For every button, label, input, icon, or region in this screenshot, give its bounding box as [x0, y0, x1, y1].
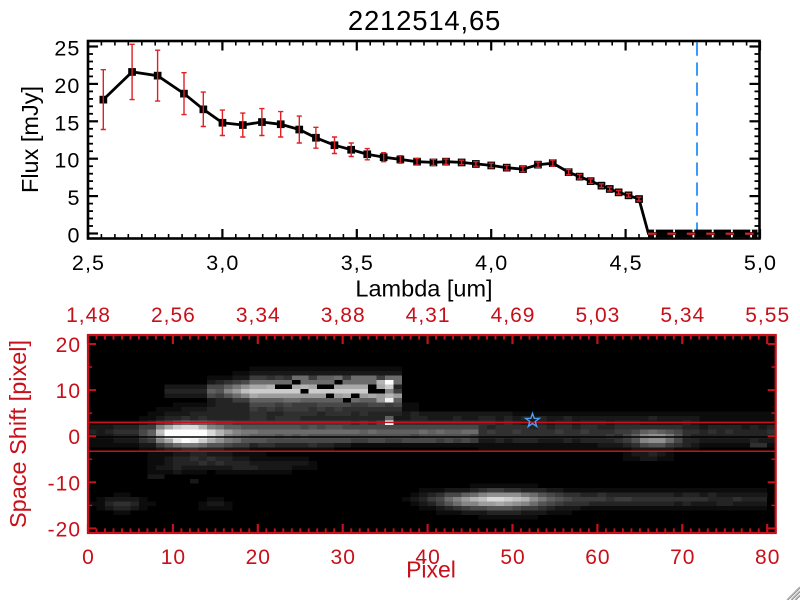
- svg-text:20: 20: [56, 334, 81, 357]
- svg-text:5,34: 5,34: [660, 304, 705, 327]
- svg-text:Space Shift [pixel]: Space Shift [pixel]: [5, 340, 31, 528]
- svg-text:10: 10: [161, 546, 186, 569]
- svg-text:10: 10: [54, 149, 80, 173]
- svg-text:5: 5: [67, 186, 80, 210]
- svg-text:4,0: 4,0: [475, 251, 508, 275]
- svg-text:2,56: 2,56: [151, 304, 196, 327]
- svg-text:3,88: 3,88: [321, 304, 366, 327]
- svg-text:20: 20: [246, 546, 271, 569]
- svg-text:2212514,65: 2212514,65: [348, 5, 501, 36]
- svg-text:Pixel: Pixel: [406, 557, 456, 583]
- svg-text:3,34: 3,34: [236, 304, 281, 327]
- svg-text:2,5: 2,5: [72, 251, 105, 275]
- svg-text:3,5: 3,5: [341, 251, 374, 275]
- svg-text:4,31: 4,31: [406, 304, 451, 327]
- svg-text:80: 80: [755, 546, 780, 569]
- svg-text:20: 20: [54, 74, 80, 98]
- svg-text:3,0: 3,0: [206, 251, 239, 275]
- svg-text:-20: -20: [48, 518, 81, 541]
- svg-text:0: 0: [67, 224, 80, 248]
- svg-text:1,48: 1,48: [66, 304, 111, 327]
- svg-text:30: 30: [331, 546, 356, 569]
- svg-text:70: 70: [670, 546, 695, 569]
- svg-text:50: 50: [500, 546, 525, 569]
- svg-text:0: 0: [82, 546, 95, 569]
- svg-text:-10: -10: [48, 472, 81, 495]
- svg-text:4,69: 4,69: [491, 304, 536, 327]
- svg-text:15: 15: [54, 111, 80, 135]
- svg-text:0: 0: [68, 426, 81, 449]
- svg-text:Flux [mJy]: Flux [mJy]: [17, 86, 43, 193]
- svg-text:60: 60: [585, 546, 610, 569]
- svg-text:10: 10: [56, 380, 81, 403]
- svg-text:25: 25: [54, 37, 80, 61]
- svg-text:5,03: 5,03: [575, 304, 620, 327]
- svg-text:5,55: 5,55: [745, 304, 790, 327]
- svg-text:4,5: 4,5: [609, 251, 642, 275]
- svg-text:40: 40: [415, 546, 440, 569]
- svg-text:Lambda [um]: Lambda [um]: [355, 276, 492, 302]
- svg-text:5,0: 5,0: [744, 251, 777, 275]
